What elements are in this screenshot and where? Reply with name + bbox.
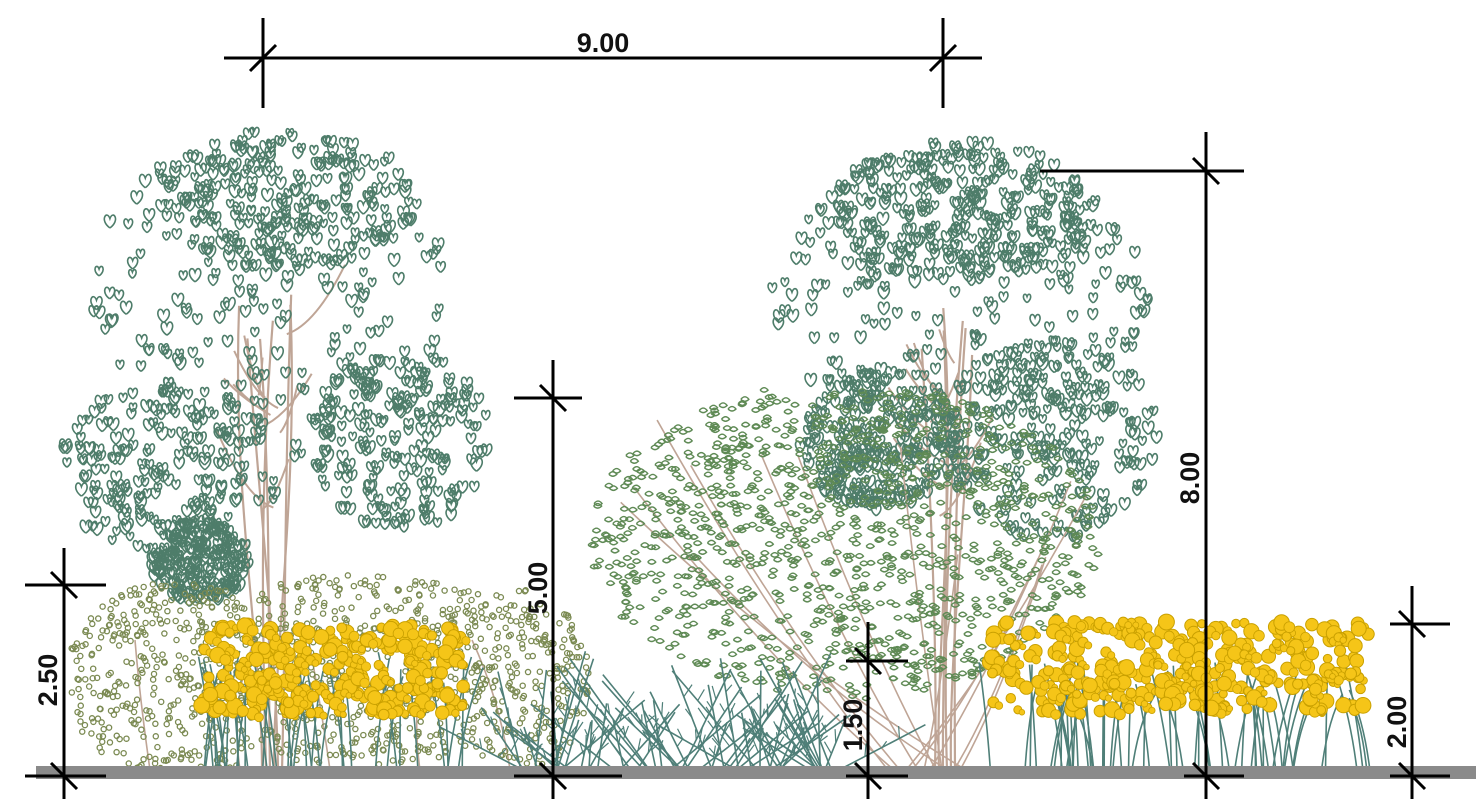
tree-right-canopy	[767, 135, 1163, 545]
yellow-flowers-left	[193, 617, 484, 771]
multi-stem-shrub	[587, 386, 1103, 771]
dimension-shrub-height	[514, 360, 622, 799]
dimension-hedge-height	[25, 548, 106, 799]
dimension-tree-spacing	[224, 18, 982, 108]
dimension-tree-height	[1040, 132, 1244, 799]
dimension-label-tree-height: 8.00	[1175, 452, 1205, 505]
dimension-label-perennial-height: 2.00	[1382, 696, 1412, 749]
dimension-label-shrub-height: 5.00	[523, 562, 553, 615]
tree-left-canopy	[58, 126, 493, 607]
ground-line	[36, 766, 1476, 779]
dimension-label-hedge-height: 2.50	[33, 654, 63, 707]
yellow-perennial-bed-right	[978, 613, 1375, 771]
dimension-perennial-height	[1390, 586, 1450, 799]
ornamental-grass	[439, 651, 926, 771]
dimension-label-grass-height: 1.50	[838, 699, 868, 752]
dimension-grass-height	[846, 622, 908, 799]
dimension-label-tree-spacing: 9.00	[577, 28, 630, 58]
